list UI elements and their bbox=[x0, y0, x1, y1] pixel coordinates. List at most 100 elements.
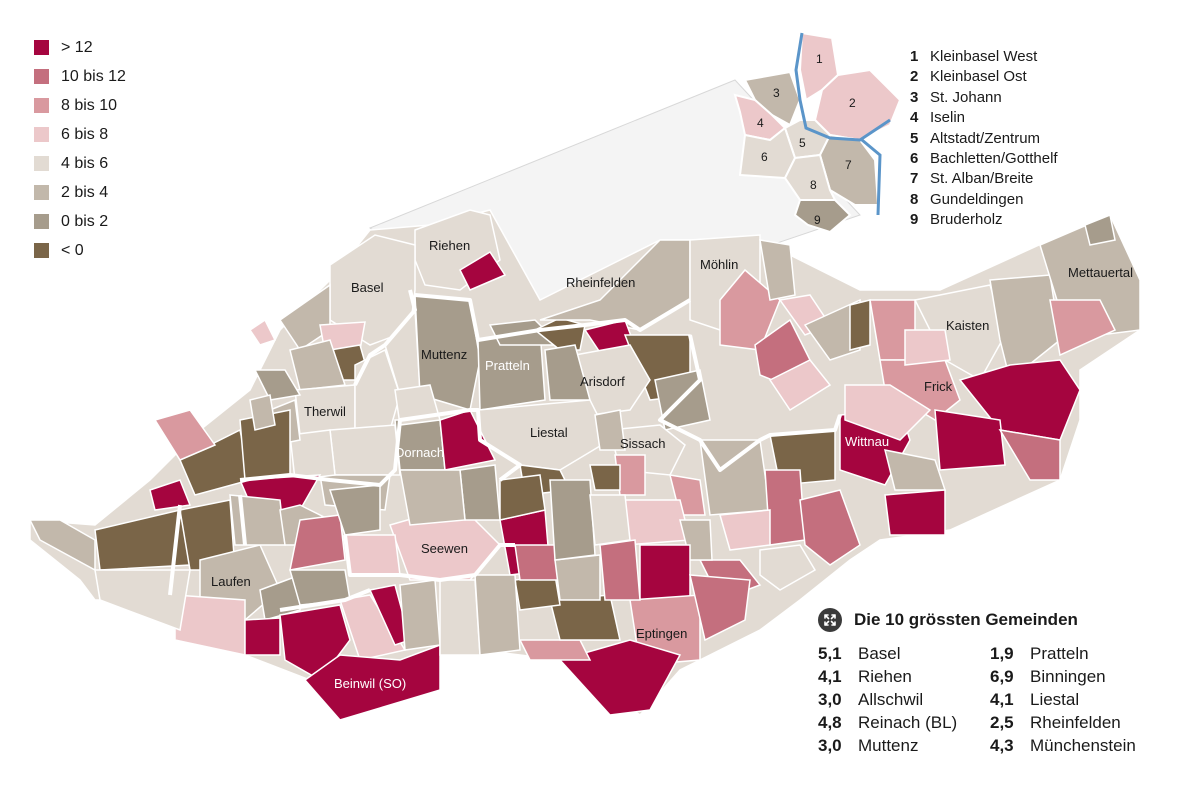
district-number: 3 bbox=[910, 88, 919, 106]
largest-item: 1,9 Pratteln bbox=[990, 644, 1170, 664]
municipality-langenbruck bbox=[518, 639, 592, 661]
district-number: 4 bbox=[910, 109, 919, 127]
municipality-riehen-east bbox=[459, 250, 507, 291]
legend-label: 2 bis 4 bbox=[61, 183, 109, 201]
municipality-rothenfluh bbox=[764, 469, 806, 546]
municipality-laeufelfingen-east bbox=[689, 574, 751, 642]
legend-item: 8 bis 10 bbox=[34, 91, 126, 120]
municipality-schoenenbuch bbox=[249, 394, 276, 431]
largest-value: 2,5 bbox=[990, 713, 1014, 732]
municipality-lauwil bbox=[474, 574, 521, 656]
legend-label: 0 bis 2 bbox=[61, 212, 109, 230]
label-dornach: Dornach bbox=[395, 445, 444, 460]
inset-number: 9 bbox=[814, 213, 821, 227]
municipality-roeschenz-south bbox=[94, 569, 191, 632]
legend-swatch bbox=[34, 98, 49, 113]
district-item: 2 Kleinbasel Ost bbox=[910, 67, 1058, 87]
municipality-blauen bbox=[229, 494, 286, 546]
district-number: 8 bbox=[910, 190, 919, 208]
municipality-sulz bbox=[998, 428, 1061, 481]
color-legend: > 12 10 bis 12 8 bis 10 6 bis 8 4 bis 6 2 bis… bbox=[34, 33, 126, 265]
district-name: Kleinbasel West bbox=[930, 48, 1038, 65]
label-eptingen: Eptingen bbox=[636, 626, 687, 641]
municipality-bubendorf bbox=[499, 474, 546, 521]
largest-item: 2,5 Rheinfelden bbox=[990, 713, 1170, 733]
legend-item: 0 bis 2 bbox=[34, 207, 126, 236]
district-name: Gundeldingen bbox=[930, 190, 1024, 208]
label-liestal: Liestal bbox=[530, 425, 568, 440]
municipality-oeschgen bbox=[904, 329, 951, 366]
largest-title: Die 10 grössten Gemeinden bbox=[854, 610, 1078, 629]
inset-number: 1 bbox=[816, 52, 823, 66]
district-9 bbox=[793, 199, 852, 234]
municipality-reigoldswil bbox=[439, 579, 481, 656]
label-laufen: Laufen bbox=[211, 574, 251, 589]
largest-value: 3,0 bbox=[818, 690, 842, 709]
inset-number: 3 bbox=[773, 86, 780, 100]
map-labels: Riehen Basel Rheinfelden Möhlin Mettauer… bbox=[211, 238, 1133, 691]
municipality-schupfart bbox=[768, 359, 832, 412]
municipality-aesch bbox=[329, 424, 401, 476]
inset-city bbox=[733, 31, 902, 234]
legend-item: 2 bis 4 bbox=[34, 178, 126, 207]
largest-item: 3,0 Allschwil bbox=[818, 690, 990, 710]
municipality-titterten bbox=[554, 554, 601, 601]
label-arisdorf: Arisdorf bbox=[580, 374, 625, 389]
district-item: 7 St. Alban/Breite bbox=[910, 169, 1058, 189]
label-muttenz: Muttenz bbox=[421, 347, 467, 362]
largest-value: 3,0 bbox=[818, 736, 842, 755]
largest-item: 4,3 Münchenstein bbox=[990, 736, 1170, 756]
label-rheinfelden: Rheinfelden bbox=[566, 275, 635, 290]
municipality-kleinluetzel bbox=[28, 519, 96, 572]
municipality-zeiningen bbox=[719, 268, 781, 351]
legend-swatch bbox=[34, 127, 49, 142]
municipality-ramlinsburg bbox=[589, 494, 631, 546]
municipality-zunzgen bbox=[589, 464, 621, 491]
municipality-himmelried bbox=[344, 534, 401, 576]
municipality-wenslingen bbox=[719, 509, 771, 551]
largest-item: 5,1 Basel bbox=[818, 644, 990, 664]
municipality-stein bbox=[803, 298, 861, 361]
municipality-laufenburg bbox=[989, 274, 1061, 382]
largest-name: Riehen bbox=[858, 667, 912, 686]
largest-value: 4,3 bbox=[990, 736, 1014, 755]
municipality-sisseln bbox=[849, 299, 871, 351]
largest-name: Reinach (BL) bbox=[858, 713, 958, 732]
largest-name: Muttenz bbox=[858, 736, 919, 755]
border-bl-so bbox=[239, 408, 522, 487]
municipality-oberdorf bbox=[599, 539, 641, 601]
largest-item: 4,1 Liestal bbox=[990, 690, 1170, 710]
municipality-west-small bbox=[248, 318, 277, 346]
river-rhine bbox=[794, 32, 891, 216]
legend-item: 6 bis 8 bbox=[34, 120, 126, 149]
municipality-ettingen bbox=[289, 429, 336, 481]
canton-borders bbox=[168, 289, 842, 612]
district-list: 1 Kleinbasel West 2 Kleinbasel Ost 3 St. Joha… bbox=[910, 47, 1058, 231]
largest-name: Binningen bbox=[1030, 667, 1106, 686]
district-number: 1 bbox=[910, 48, 919, 65]
legend-label: < 0 bbox=[61, 241, 84, 259]
legend-item: < 0 bbox=[34, 236, 126, 265]
largest-value: 4,8 bbox=[818, 713, 842, 732]
border-south bbox=[168, 494, 515, 612]
expand-arrows-icon bbox=[818, 608, 842, 632]
inset-number: 7 bbox=[845, 158, 852, 172]
municipality-oberwil bbox=[289, 339, 347, 391]
legend-label: 4 bis 6 bbox=[61, 154, 109, 172]
inset-number: 4 bbox=[757, 116, 764, 130]
largest-name: Münchenstein bbox=[1030, 736, 1136, 755]
inset-number: 6 bbox=[761, 150, 768, 164]
label-frick: Frick bbox=[924, 379, 953, 394]
district-number: 2 bbox=[910, 68, 919, 86]
label-seewen: Seewen bbox=[421, 541, 468, 556]
district-name: Altstadt/Zentrum bbox=[930, 129, 1041, 147]
largest-grid: 5,1 Basel 1,9 Pratteln 4,1 Riehen 6,9 Binningen… bbox=[818, 644, 1170, 756]
largest-name: Liestal bbox=[1030, 690, 1080, 709]
label-mettauertal: Mettauertal bbox=[1068, 265, 1133, 280]
municipality-lampenberg bbox=[514, 544, 561, 581]
largest-value: 4,1 bbox=[818, 667, 842, 686]
largest-value: 1,9 bbox=[990, 644, 1014, 663]
district-item: 6 Bachletten/Gotthelf bbox=[910, 149, 1058, 169]
inset-number: 5 bbox=[799, 136, 806, 150]
label-basel: Basel bbox=[351, 280, 384, 295]
